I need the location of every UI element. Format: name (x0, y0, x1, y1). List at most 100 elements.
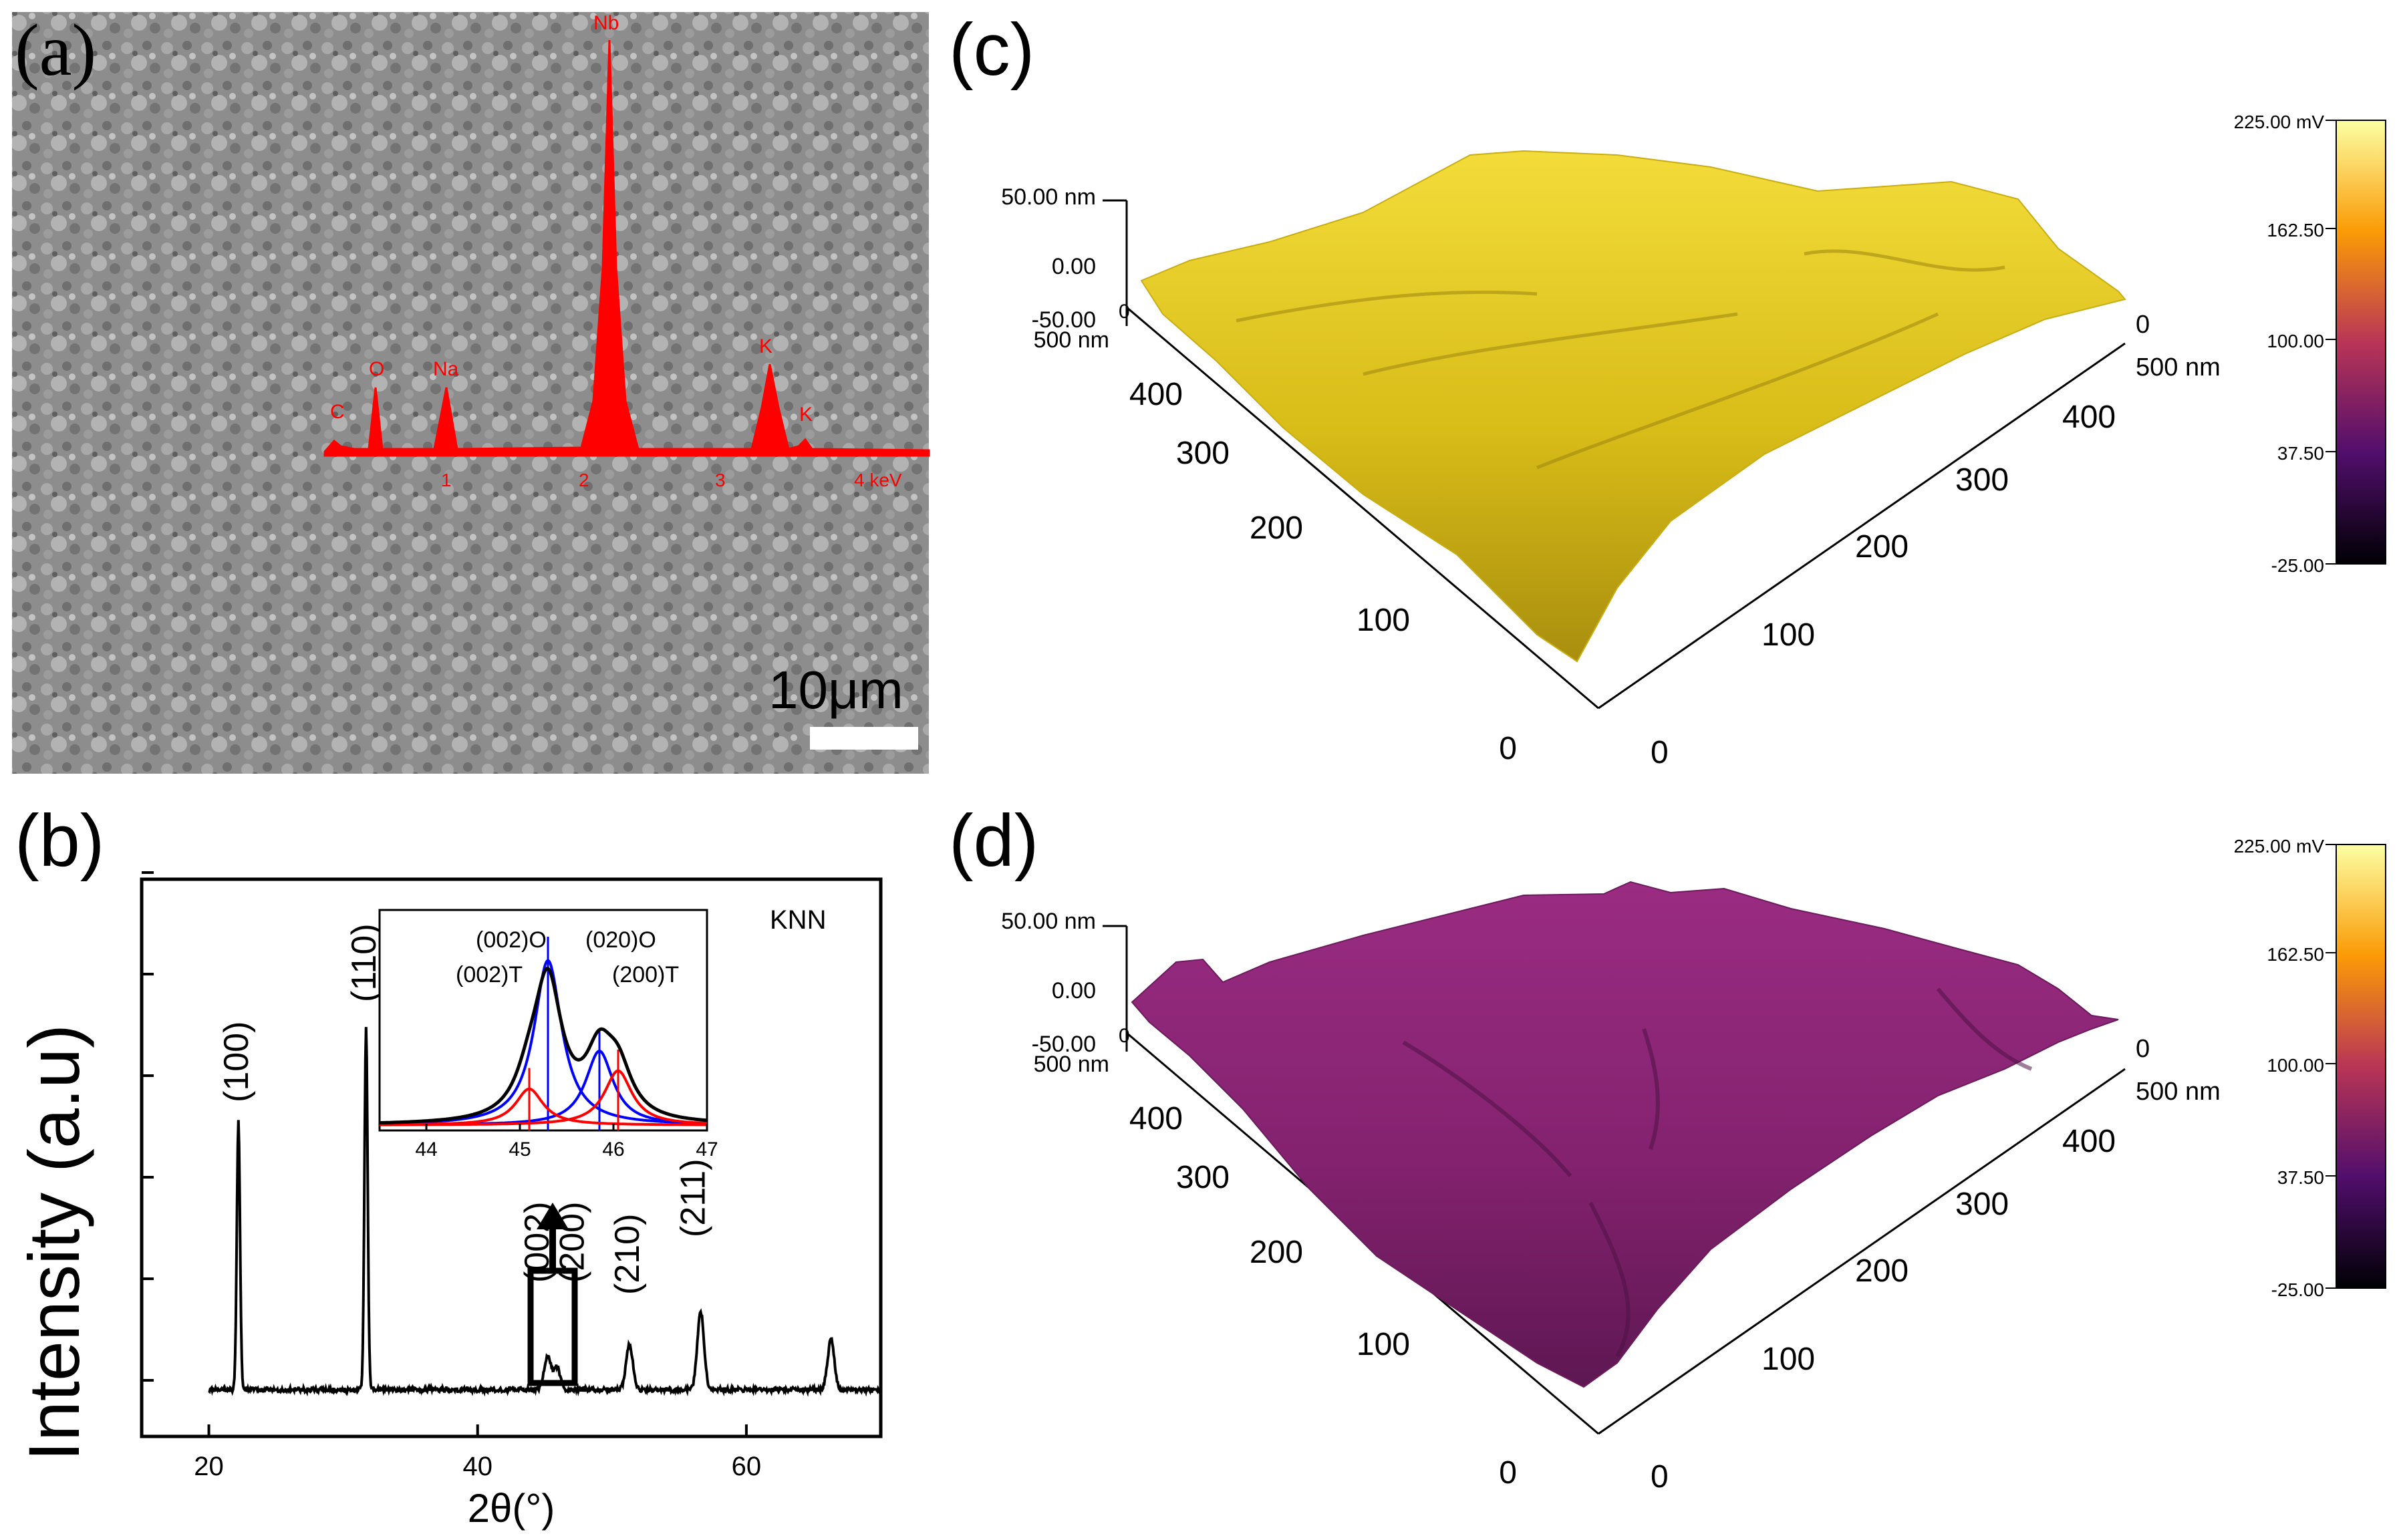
afm-d-z-tick: -50.00 (1032, 1032, 1096, 1057)
afm-d-colorbar-tick: 162.50 (2267, 944, 2324, 965)
afm-d-x-tick: 300 (1176, 1160, 1230, 1195)
panel-d-label: (d) (949, 800, 1038, 882)
xrd-xlabel: 2θ(°) (468, 1486, 555, 1531)
afm-d-z-tick: 50.00 nm (1001, 909, 1096, 934)
xrd-plot-frame (140, 877, 883, 1438)
afm-c-y-tick: 0 (1651, 735, 1669, 770)
afm-d-colorbar (2336, 844, 2386, 1289)
sem-image (12, 12, 929, 774)
xrd-peak-label: (211) (674, 1159, 712, 1237)
afm-c-z-tick: 0.00 (1052, 254, 1096, 279)
xrd-inset: 44 45 46 47 (002)O (020)O (002)T (200)T (378, 909, 718, 1161)
panel-c-label: (c) (949, 9, 1034, 91)
panel-a-label: (a) (15, 9, 96, 91)
afm-d-y-tick: 400 (2062, 1124, 2116, 1159)
scale-bar (810, 727, 918, 750)
eds-label-o: O (369, 358, 384, 380)
afm-d-corner-zero: 0 (1119, 1025, 1130, 1047)
xrd-trace (208, 1027, 882, 1397)
afm-c-colorbar-tick: 225.00 mV (2234, 112, 2325, 132)
panel-b: (b) Intensity (a.u) 20 40 60 2θ(°) KNN (10… (13, 800, 883, 1531)
afm-c-y-tick: 500 nm (2136, 353, 2221, 381)
inset-sum-curve (379, 966, 708, 1125)
afm-c-colorbar-tick: 162.50 (2267, 220, 2324, 241)
afm-d-ridges (1402, 987, 2033, 1358)
inset-component-curve (380, 1069, 708, 1126)
afm-d-x-tick: 500 nm (1034, 1052, 1109, 1077)
xrd-peak-label: (210) (608, 1214, 647, 1295)
eds-label-nb: Nb (593, 12, 619, 34)
xrd-peak-label: (100) (217, 1022, 256, 1102)
eds-spectrum: C O Na Nb K K 1 2 3 4 keV (323, 12, 930, 490)
afm-c-z-tick: 50.00 nm (1001, 184, 1096, 210)
afm-c-y-tick: 100 (1761, 617, 1815, 653)
inset-frame (378, 909, 708, 1132)
afm-d-x-tick: 0 (1499, 1455, 1517, 1491)
eds-label-k2: K (799, 404, 813, 426)
afm-d-axes (1103, 925, 2126, 1435)
afm-d-y-tick: 0 (2136, 1035, 2150, 1063)
afm-c-y-tick: 300 (1955, 462, 2009, 498)
afm-c-corner-zero: 0 (1119, 301, 1130, 323)
afm-d-colorbar-tick: -25.00 (2271, 1279, 2324, 1300)
afm-d-z-tick: 0.00 (1052, 978, 1096, 1004)
afm-c-colorbar-tick: 37.50 (2277, 443, 2324, 464)
eds-label-na: Na (433, 358, 459, 380)
afm-d-x-tick: 100 (1357, 1327, 1410, 1362)
afm-c-y-tick: 200 (1855, 529, 1909, 565)
xrd-x-tick-label: 60 (732, 1452, 762, 1481)
xrd-x-tick-label: 20 (194, 1452, 224, 1481)
inset-label-020o: (020)O (585, 927, 656, 953)
afm-c-z-tick: -50.00 (1032, 307, 1096, 333)
afm-c-surface (1140, 150, 2126, 663)
xrd-ylabel: Intensity (a.u) (13, 1024, 94, 1461)
afm-c-x-tick: 0 (1499, 731, 1517, 766)
eds-trace (323, 39, 930, 457)
inset-x-tick-label: 45 (509, 1138, 531, 1161)
afm-c-axes (1103, 199, 2126, 710)
afm-d-colorbar-tick: 37.50 (2277, 1167, 2324, 1188)
afm-c-colorbar-tick: 100.00 (2267, 331, 2324, 351)
scale-bar-label: 10μm (768, 660, 903, 720)
afm-c-x-tick: 100 (1357, 603, 1410, 638)
afm-d-y-tick: 200 (1855, 1253, 1909, 1289)
afm-c-ridges (1236, 249, 2005, 470)
eds-tick-2: 2 (579, 470, 589, 490)
panel-c: (c) (949, 9, 2386, 710)
afm-c-x-tick: 200 (1250, 510, 1303, 546)
inset-curves (379, 937, 708, 1130)
eds-tick-1: 1 (441, 470, 452, 490)
xrd-x-tick-label: 40 (462, 1452, 492, 1481)
inset-label-002t: (002)T (456, 962, 523, 987)
afm-d-y-tick: 500 nm (2136, 1078, 2221, 1106)
afm-d-y-tick: 0 (1651, 1459, 1669, 1495)
eds-tick-4kev: 4 keV (854, 470, 902, 490)
afm-d-colorbar-tick: 225.00 mV (2234, 836, 2325, 857)
afm-c-y-tick: 0 (2136, 311, 2150, 339)
afm-c-y-tick: 400 (2062, 400, 2116, 435)
xrd-x-ticks: 20 40 60 (194, 1424, 761, 1481)
inset-label-002o: (002)O (476, 927, 547, 953)
afm-d-y-tick: 300 (1955, 1187, 2009, 1222)
afm-c-x-tick: 500 nm (1034, 327, 1109, 353)
inset-label-200t: (200)T (612, 962, 679, 987)
panel-d: (d) (949, 800, 2386, 1435)
xrd-y-ticks (142, 871, 154, 1382)
inset-x-tick-label: 46 (602, 1138, 624, 1161)
inset-x-tick-label: 44 (415, 1138, 437, 1161)
afm-c-x-tick: 300 (1176, 436, 1230, 471)
panel-b-label: (b) (15, 800, 104, 882)
afm-c-colorbar (2336, 120, 2386, 565)
afm-d-x-tick: 200 (1250, 1235, 1303, 1270)
eds-label-c: C (330, 401, 345, 423)
eds-label-k1: K (759, 335, 772, 357)
afm-c-x-tick: 400 (1129, 377, 1183, 412)
afm-d-surface (1131, 881, 2119, 1388)
xrd-sample-label: KNN (770, 905, 826, 935)
afm-d-y-tick: 100 (1761, 1342, 1815, 1377)
xrd-zoom-arrowhead (537, 1203, 569, 1229)
afm-c-colorbar-tick: -25.00 (2271, 555, 2324, 576)
inset-x-tick-label: 47 (696, 1138, 718, 1161)
